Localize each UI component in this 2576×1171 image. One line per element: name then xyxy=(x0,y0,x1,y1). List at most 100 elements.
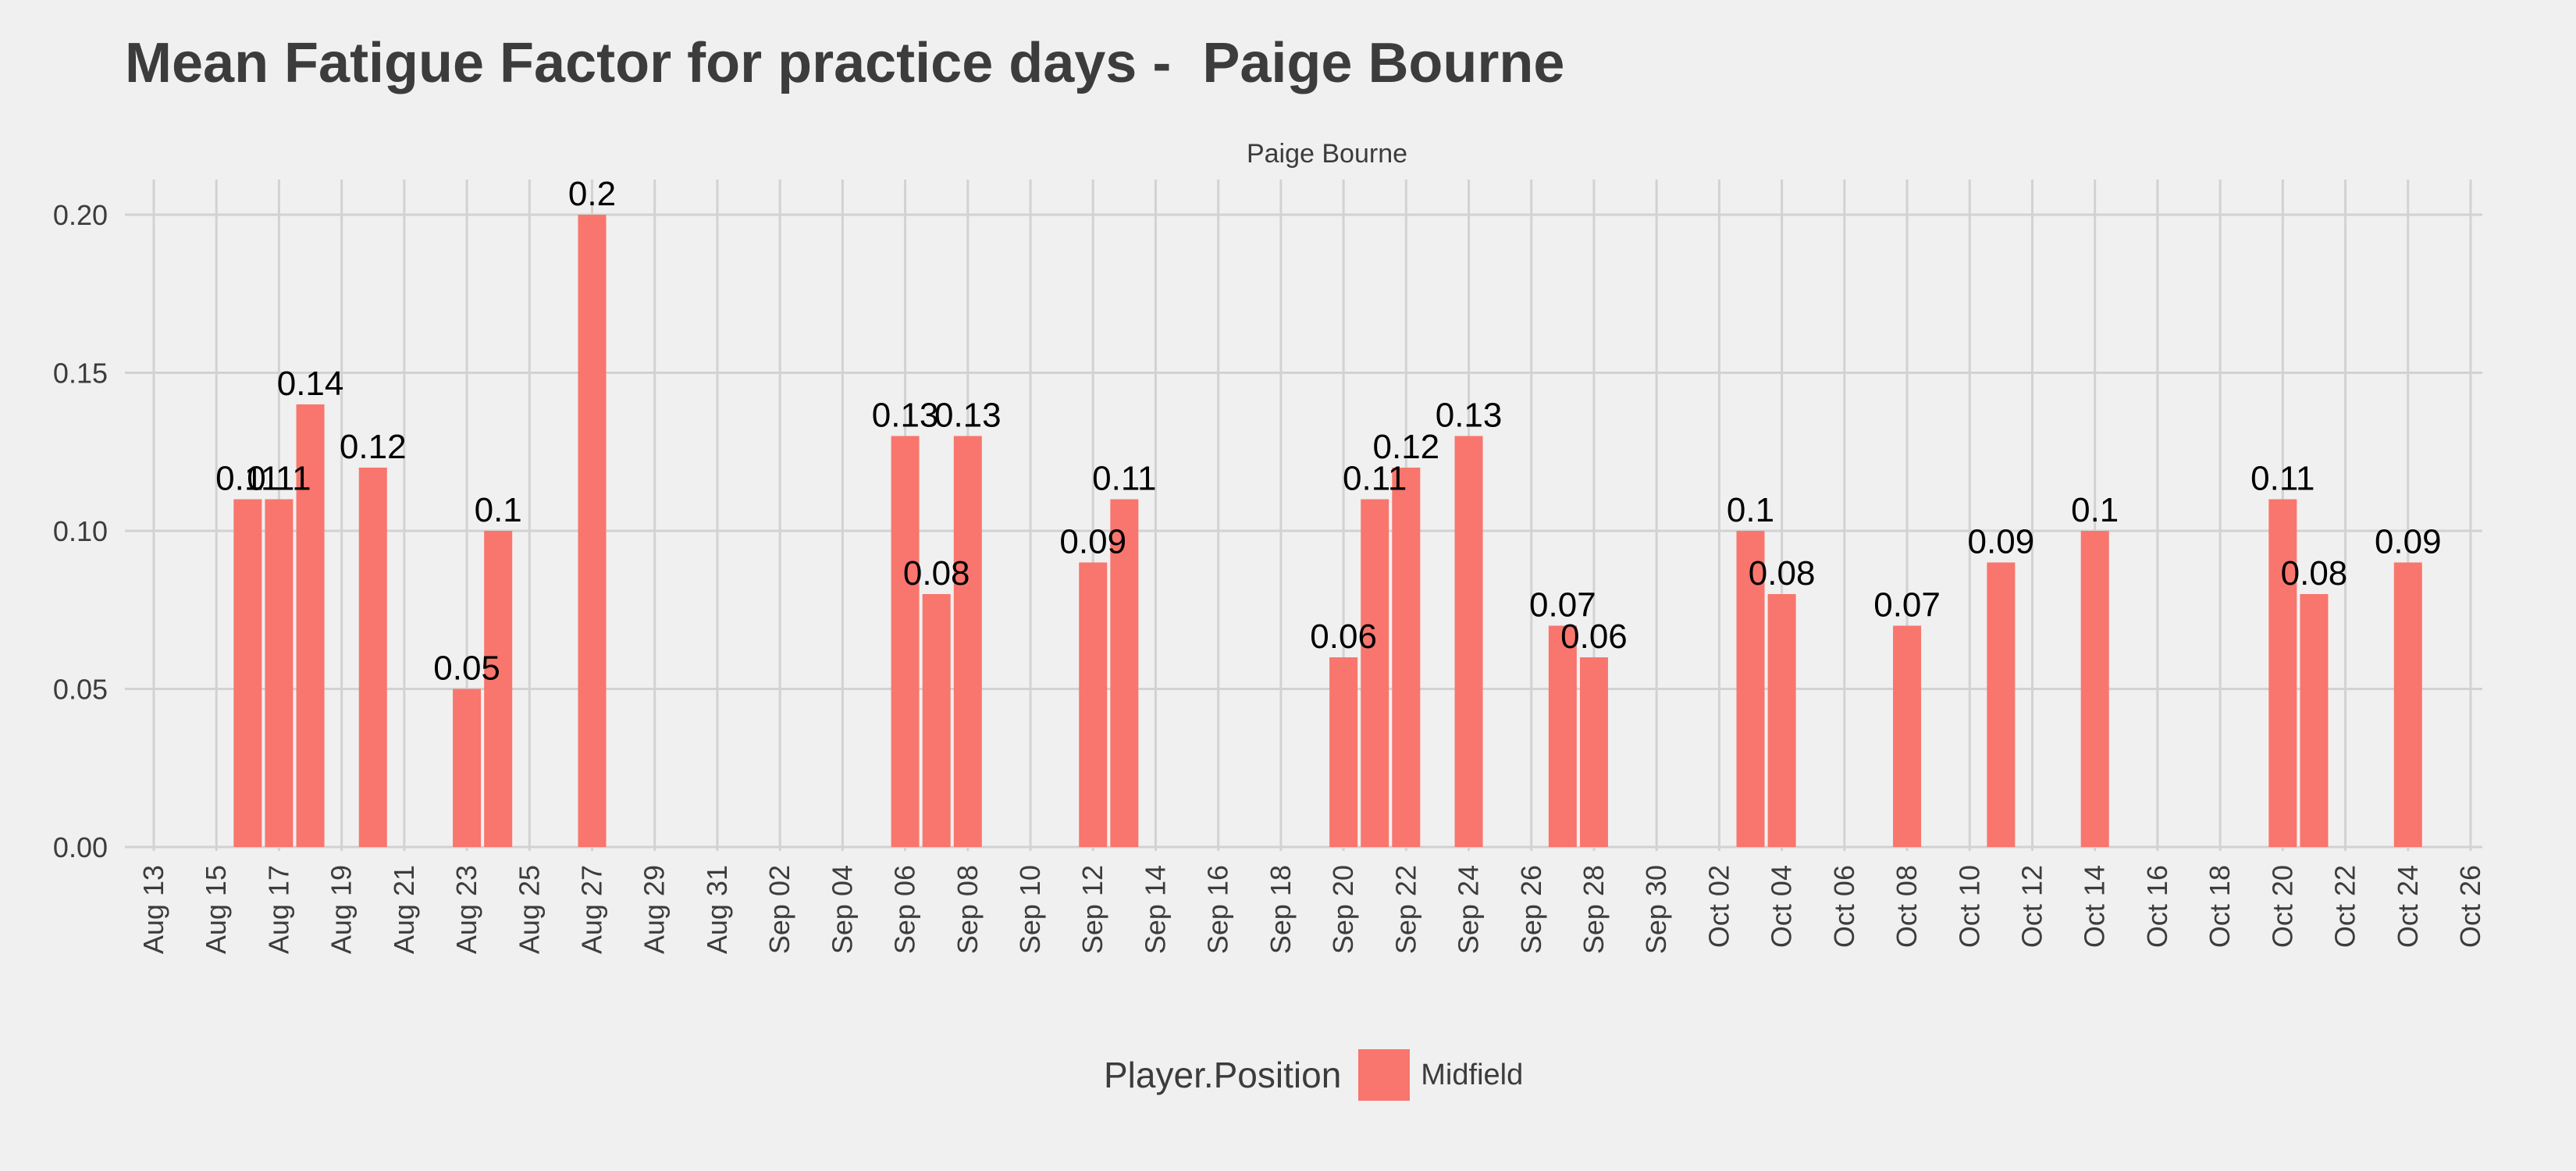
bar-value-label: 0.11 xyxy=(2250,460,2314,498)
x-tick-label: Sep 18 xyxy=(1265,865,1297,954)
x-tick-label: Sep 14 xyxy=(1139,865,1171,954)
legend: Player.Position Midfield xyxy=(1104,1049,1523,1101)
bar xyxy=(265,499,294,847)
bar xyxy=(1736,531,1765,847)
bar-value-label: 0.08 xyxy=(2281,554,2348,593)
x-tick-label: Aug 17 xyxy=(262,865,294,954)
bar xyxy=(891,436,920,847)
bar-value-label: 0.08 xyxy=(903,554,970,593)
x-tick-label: Aug 29 xyxy=(639,865,671,954)
legend-swatch-midfield xyxy=(1358,1049,1411,1101)
bar-value-label: 0.11 xyxy=(215,460,279,498)
x-tick-label: Aug 21 xyxy=(388,865,420,954)
bar xyxy=(1893,625,1922,847)
x-tick-label: Oct 10 xyxy=(1953,865,1985,948)
bar-value-label: 0.05 xyxy=(433,650,500,688)
bar-value-label: 0.13 xyxy=(1436,397,1503,435)
bar xyxy=(453,689,482,847)
x-tick-label: Sep 24 xyxy=(1453,865,1485,954)
bar-value-label: 0.09 xyxy=(1059,523,1126,561)
y-tick-label: 0.10 xyxy=(53,515,108,547)
bar xyxy=(484,531,513,847)
bar xyxy=(2080,531,2109,847)
x-tick-label: Sep 20 xyxy=(1327,865,1359,954)
x-tick-label: Sep 26 xyxy=(1515,865,1547,954)
bar-value-label: 0.1 xyxy=(2071,491,2119,529)
x-tick-label: Aug 15 xyxy=(200,865,232,954)
bar xyxy=(1079,562,1108,847)
x-tick-label: Sep 22 xyxy=(1389,865,1421,954)
bar-value-label: 0.11 xyxy=(1092,460,1156,498)
x-tick-label: Oct 06 xyxy=(1828,865,1860,948)
x-tick-label: Oct 24 xyxy=(2392,865,2424,948)
x-tick-label: Oct 20 xyxy=(2266,865,2298,948)
chart-title: Mean Fatigue Factor for practice days - … xyxy=(125,32,1565,94)
bar xyxy=(358,468,387,847)
bar xyxy=(2393,562,2422,847)
y-tick-label: 0.20 xyxy=(53,199,108,231)
x-tick-label: Aug 25 xyxy=(513,865,545,954)
bar-value-label: 0.12 xyxy=(1373,428,1440,466)
bar xyxy=(1110,499,1139,847)
y-tick-label: 0.00 xyxy=(53,831,108,863)
x-tick-label: Sep 04 xyxy=(826,865,858,954)
bar xyxy=(953,436,982,847)
bar xyxy=(922,594,951,847)
bar-value-label: 0.13 xyxy=(872,397,939,435)
bar-value-label: 0.08 xyxy=(1749,554,1816,593)
bar xyxy=(1454,436,1483,847)
legend-label-midfield: Midfield xyxy=(1421,1058,1524,1091)
x-tick-label: Aug 31 xyxy=(701,865,733,954)
bar xyxy=(296,404,325,847)
bar-value-label: 0.1 xyxy=(1727,491,1774,529)
x-tick-label: Aug 19 xyxy=(326,865,358,954)
bar-value-label: 0.11 xyxy=(247,460,311,498)
bar-labels: 0.110.110.140.120.050.10.20.130.080.130.… xyxy=(215,175,2441,688)
bar-value-label: 0.11 xyxy=(1343,460,1407,498)
x-axis: Aug 13 Aug 15 Aug 17 Aug 19 Aug 21 Aug 23 Aug … xyxy=(137,865,2486,954)
x-tick-label: Oct 18 xyxy=(2204,865,2236,948)
bar-value-label: 0.12 xyxy=(340,428,407,466)
bar-value-label: 0.09 xyxy=(2375,523,2442,561)
bar-value-label: 0.14 xyxy=(277,365,344,403)
y-axis: 0.00 0.05 0.10 0.15 0.20 xyxy=(53,199,108,863)
bars xyxy=(233,215,2422,847)
bar xyxy=(1579,657,1608,847)
x-tick-label: Oct 14 xyxy=(2079,865,2111,948)
bar-value-label: 0.06 xyxy=(1310,618,1377,656)
x-tick-label: Sep 12 xyxy=(1076,865,1108,954)
x-tick-label: Sep 28 xyxy=(1578,865,1610,954)
bar xyxy=(1392,468,1421,847)
x-tick-label: Oct 02 xyxy=(1703,865,1735,948)
y-tick-label: 0.15 xyxy=(53,358,108,390)
bar xyxy=(1548,625,1577,847)
x-tick-label: Sep 16 xyxy=(1202,865,1234,954)
bar xyxy=(2268,499,2297,847)
bar-value-label: 0.06 xyxy=(1560,618,1628,656)
x-tick-label: Aug 27 xyxy=(576,865,608,954)
bar-value-label: 0.07 xyxy=(1873,586,1941,625)
bar xyxy=(233,499,262,847)
x-tick-label: Aug 13 xyxy=(137,865,169,954)
x-tick-label: Oct 12 xyxy=(2016,865,2048,948)
x-tick-label: Oct 16 xyxy=(2141,865,2173,948)
legend-title: Player.Position xyxy=(1104,1055,1342,1095)
x-tick-label: Sep 02 xyxy=(763,865,795,954)
x-tick-label: Oct 22 xyxy=(2329,865,2361,948)
x-tick-label: Oct 26 xyxy=(2454,865,2486,948)
x-tick-label: Sep 06 xyxy=(889,865,921,954)
bar xyxy=(1767,594,1796,847)
chart-subtitle: Paige Bourne xyxy=(1247,139,1407,169)
bar xyxy=(1329,657,1358,847)
bar-value-label: 0.09 xyxy=(1968,523,2035,561)
bar-value-label: 0.1 xyxy=(475,491,522,529)
x-tick-label: Oct 04 xyxy=(1766,865,1798,948)
x-tick-label: Aug 23 xyxy=(450,865,482,954)
x-tick-label: Sep 08 xyxy=(952,865,984,954)
bar-value-label: 0.07 xyxy=(1529,586,1596,625)
bar-value-label: 0.2 xyxy=(568,175,616,213)
x-tick-label: Oct 08 xyxy=(1891,865,1923,948)
bar xyxy=(2300,594,2329,847)
bar xyxy=(1361,499,1389,847)
